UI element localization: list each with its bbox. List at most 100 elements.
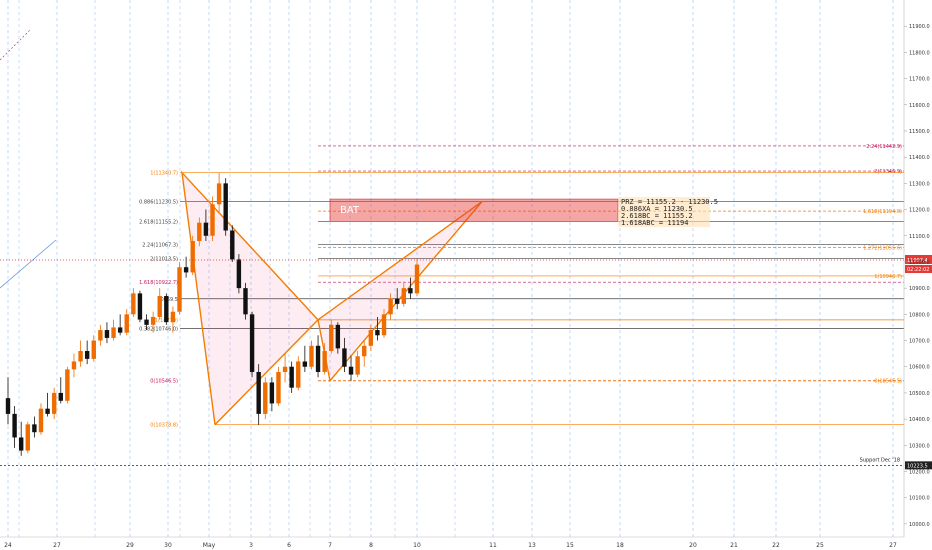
level-label: 0(10378.8): [150, 423, 178, 429]
trend-line-blue: [0, 239, 57, 289]
candle-body: [355, 356, 360, 375]
candle-body: [58, 392, 63, 401]
candle-body: [249, 314, 255, 372]
y-tick-label: 11200.0: [909, 208, 930, 214]
candle-body: [65, 369, 70, 401]
candle-body: [170, 311, 176, 323]
candle-body: [91, 340, 96, 359]
candle-body: [216, 183, 222, 205]
prz-info-line: PRZ = 11155.2 - 11230.5: [621, 198, 718, 206]
y-tick-label: 10600.0: [909, 365, 930, 371]
candle-body: [45, 408, 50, 414]
y-tick-label: 10300.0: [909, 443, 930, 449]
level-label: 1(10946.7): [874, 274, 902, 280]
x-tick-label: 18: [616, 542, 624, 549]
level-label: 0.886(11230.5): [139, 200, 178, 206]
candle-body: [18, 437, 24, 451]
bat-pattern: [181, 170, 483, 426]
candle-body: [335, 324, 341, 349]
y-tick-label: 11600.0: [909, 103, 930, 109]
y-tick-label: 10000.0: [909, 522, 930, 528]
prz-info-line: 0.886XA = 11230.5: [621, 205, 693, 213]
level-label: 0(10546.5): [150, 379, 178, 385]
candle-body: [203, 222, 209, 236]
candle-body: [223, 183, 228, 231]
level-label: 2.24(11067.3): [142, 242, 178, 248]
candle-body: [230, 230, 235, 260]
current-price-badge: [905, 255, 932, 265]
level-label: 2(11013.5): [150, 256, 178, 262]
countdown-badge: [905, 265, 932, 274]
y-tick-label: 10800.0: [909, 312, 930, 318]
x-tick-label: 25: [816, 542, 824, 549]
candle-body: [236, 259, 242, 289]
candle-body: [98, 330, 103, 341]
y-tick-label: 11900.0: [909, 24, 930, 30]
y-tick-label: 10500.0: [909, 391, 930, 397]
candle-body: [71, 361, 77, 370]
candle-body: [183, 267, 189, 273]
candle-body: [5, 398, 11, 414]
x-tick-label: 21: [730, 542, 738, 549]
candle-body: [375, 330, 380, 336]
candle-body: [362, 345, 367, 357]
level-label: 0.382(10746.0): [139, 326, 178, 332]
annotations: 11007.4 02:22:02 Support Dec '18 10223.5 BAT…: [0, 29, 932, 470]
candle-body: [315, 345, 321, 372]
candle-body: [401, 288, 407, 304]
candle-body: [348, 366, 354, 375]
candle-body: [32, 424, 37, 433]
y-tick-label: 10700.0: [909, 339, 930, 345]
candle-body: [190, 240, 195, 273]
candle-body: [302, 361, 308, 367]
candle-body: [137, 293, 143, 320]
x-tick-label: May: [203, 542, 216, 549]
level-label: 1.618(11194.0): [863, 209, 902, 215]
candle-body: [342, 348, 347, 367]
candle-body: [289, 366, 294, 388]
support-price-badge: [905, 461, 932, 470]
x-tick-label: 27: [889, 542, 897, 549]
candle-body: [51, 392, 57, 414]
candle-body: [25, 424, 30, 451]
level-label: 1(11340.7): [150, 171, 178, 177]
candle-body: [282, 366, 288, 372]
x-tick-label: 13: [528, 542, 536, 549]
fib-levels: 2.24(11442.9) 2(11346.9) 1(11340.7) 0.886(1…: [139, 144, 904, 429]
candle-body: [12, 413, 17, 438]
y-tick-label: 11500.0: [909, 129, 930, 135]
y-tick-label: 10100.0: [909, 496, 930, 502]
y-axis: 11900.0 11800.0 11700.0 11600.0 11500.0 11400…: [903, 0, 930, 537]
x-tick-label: 15: [566, 542, 574, 549]
candle-body: [381, 314, 387, 336]
x-tick-label: 27: [53, 542, 61, 549]
x-tick-label: 30: [164, 542, 172, 549]
x-tick-label: 29: [126, 542, 134, 549]
y-tick-label: 11700.0: [909, 77, 930, 83]
pattern-xb-line: [214, 319, 319, 426]
level-label: 1.618(10922.7): [139, 280, 178, 286]
candle-body: [157, 296, 162, 317]
pattern-xab-fill: [182, 172, 318, 425]
support-label: Support Dec '18: [860, 457, 900, 463]
candle-body: [197, 222, 202, 241]
x-tick-label: 20: [689, 542, 697, 549]
candle-body: [164, 296, 169, 323]
y-tick-label: 10200.0: [909, 470, 930, 476]
level-label: 1.272(11055.6): [863, 245, 902, 251]
candle-body: [38, 408, 44, 433]
x-tick-label: 22: [772, 542, 780, 549]
y-tick-label: 11400.0: [909, 155, 930, 161]
support-price-text: 10223.5: [907, 463, 928, 469]
y-tick-label: 11000.0: [909, 260, 930, 266]
current-price-text: 11007.4: [907, 258, 928, 264]
x-tick-label: 24: [4, 542, 12, 549]
candle-body: [104, 330, 110, 338]
pattern-label: BAT: [340, 205, 360, 216]
candle-body: [414, 264, 420, 294]
candle-body: [388, 298, 393, 315]
candle-body: [131, 293, 136, 315]
candle-body: [124, 314, 129, 333]
x-tick-label: 8: [369, 542, 373, 549]
